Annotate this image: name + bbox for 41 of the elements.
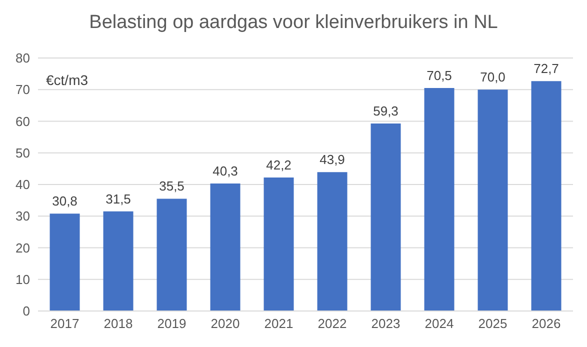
x-tick-label: 2021 (264, 316, 294, 332)
data-label: 43,9 (320, 152, 345, 168)
data-label: 31,5 (106, 191, 131, 206)
y-tick-label: 40 (16, 177, 30, 192)
bar (478, 90, 508, 311)
x-tick-label: 2018 (104, 316, 133, 332)
y-tick-label: 60 (16, 114, 30, 129)
data-label: 59,3 (373, 103, 398, 118)
bar (317, 172, 348, 311)
bar (264, 178, 294, 311)
data-label: 72,7 (534, 61, 559, 76)
x-tick-label: 2025 (478, 316, 508, 332)
bar (103, 211, 134, 311)
y-tick-label: 0 (22, 304, 30, 319)
y-tick-label: 10 (16, 272, 30, 287)
bar (210, 184, 240, 311)
data-label: 70,0 (480, 70, 506, 85)
x-tick-label: 2023 (371, 316, 400, 332)
y-tick-label: 20 (16, 240, 30, 256)
chart-title: Belasting op aardgas voor kleinverbruikers in NL (88, 11, 499, 35)
data-label: 40,3 (212, 164, 238, 179)
bar (531, 81, 562, 311)
y-tick-label: 70 (16, 82, 30, 98)
x-tick-label: 2026 (532, 316, 561, 332)
data-label: 35,5 (159, 178, 184, 194)
data-label: 30,8 (52, 194, 78, 209)
x-tick-label: 2022 (318, 316, 347, 332)
bar (424, 88, 454, 311)
y-tick-label: 50 (16, 145, 30, 160)
data-label: 70,5 (426, 68, 452, 84)
bar (156, 198, 187, 311)
y-tick-label: 80 (16, 50, 30, 66)
x-tick-label: 2024 (424, 316, 454, 332)
data-label: 42,2 (266, 158, 292, 173)
y-axis-title: €ct/m3 (46, 72, 88, 88)
x-tick-label: 2019 (157, 316, 186, 332)
bar (50, 214, 80, 311)
x-tick-label: 2020 (210, 316, 240, 332)
x-tick-label: 2017 (50, 316, 80, 332)
y-tick-label: 30 (16, 208, 30, 224)
bar (370, 123, 401, 311)
